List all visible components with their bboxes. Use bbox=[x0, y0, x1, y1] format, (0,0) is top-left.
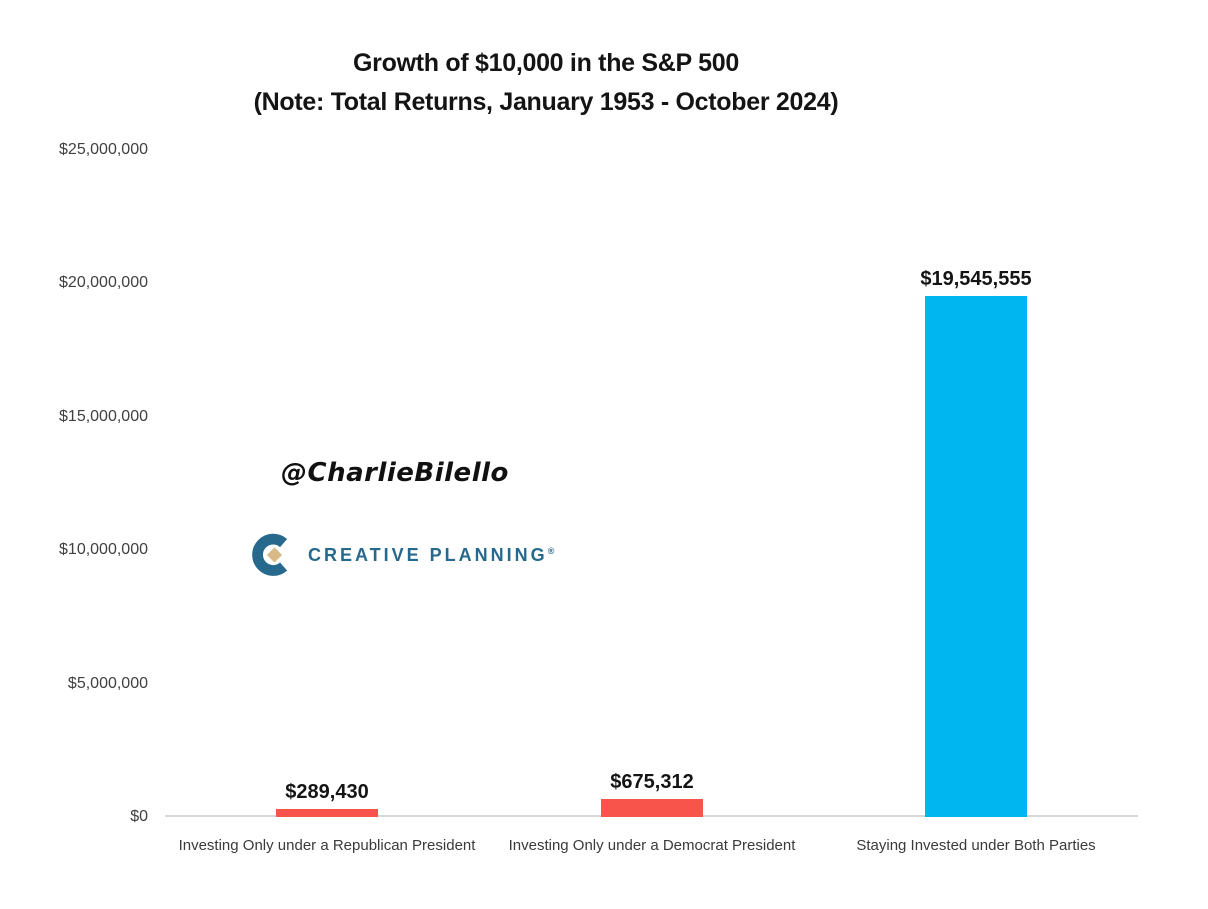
y-axis-tick-label: $10,000,000 bbox=[59, 541, 148, 559]
x-axis-category-label: Investing Only under a Democrat Presiden… bbox=[508, 837, 796, 854]
creative-planning-logo-text: CREATIVE PLANNING® bbox=[308, 545, 554, 566]
creative-planning-logo: CREATIVE PLANNING® bbox=[250, 531, 554, 579]
y-axis-tick-label: $20,000,000 bbox=[59, 274, 148, 292]
x-axis-category-label: Investing Only under a Republican Presid… bbox=[178, 837, 476, 854]
x-axis-category-label: Staying Invested under Both Parties bbox=[856, 837, 1096, 854]
bar bbox=[925, 296, 1027, 817]
bar-value-label: $19,545,555 bbox=[920, 268, 1032, 290]
bar bbox=[276, 809, 378, 817]
chart-title-block: Growth of $10,000 in the S&P 500 (Note: … bbox=[0, 44, 1092, 122]
registered-trademark-symbol: ® bbox=[547, 545, 555, 556]
watermark-handle: @CharlieBilello bbox=[281, 458, 509, 488]
bar-value-label: $289,430 bbox=[285, 781, 369, 803]
chart-title: Growth of $10,000 in the S&P 500 bbox=[353, 49, 739, 77]
creative-planning-logo-icon bbox=[252, 533, 288, 576]
y-axis-tick-label: $25,000,000 bbox=[59, 141, 148, 158]
brand-name: CREATIVE PLANNING bbox=[308, 544, 548, 565]
bar bbox=[601, 799, 703, 817]
y-axis-tick-label: $0 bbox=[130, 808, 148, 825]
y-axis-tick-label: $15,000,000 bbox=[59, 407, 148, 425]
chart-subtitle: (Note: Total Returns, January 1953 - Oct… bbox=[253, 88, 839, 116]
y-axis-tick-label: $5,000,000 bbox=[67, 674, 148, 692]
bar-value-label: $675,312 bbox=[610, 771, 694, 793]
